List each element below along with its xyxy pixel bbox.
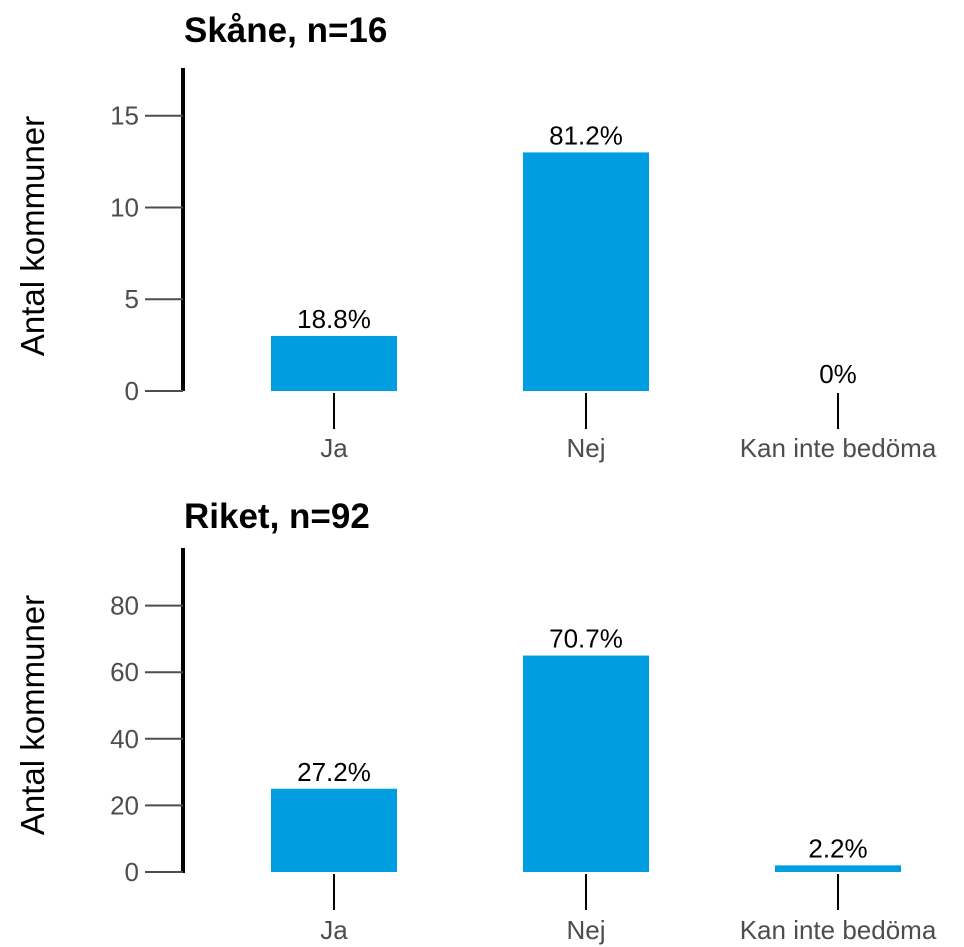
data-label: 2.2% <box>808 833 867 863</box>
y-tick-label: 20 <box>110 790 139 820</box>
bar-skane-0 <box>271 335 397 391</box>
x-tick-label: Kan inte bedöma <box>740 915 937 945</box>
data-label: 27.2% <box>297 757 371 787</box>
chart-title-riket: Riket, n=92 <box>184 497 370 536</box>
bar-skane-1 <box>523 152 649 391</box>
plot-area-skane: 0 5 10 15 18.8% Ja 81.2% Nej 0% Kan inte bedöma <box>110 101 937 463</box>
y-tick-label: 80 <box>110 591 139 621</box>
x-tick-label: Nej <box>566 433 605 463</box>
plot-area-riket: 0 20 40 60 80 27.2% Ja 70.7% Nej 2.2% Kan inte bed… <box>110 591 937 945</box>
data-label: 81.2% <box>549 120 623 150</box>
data-label: 18.8% <box>297 304 371 334</box>
x-tick-label: Ja <box>320 433 348 463</box>
bar-riket-0 <box>271 788 397 872</box>
y-tick-label: 15 <box>110 101 139 131</box>
x-tick-label: Nej <box>566 915 605 945</box>
y-tick-label: 0 <box>125 376 139 406</box>
y-tick-label: 40 <box>110 724 139 754</box>
data-label: 70.7% <box>549 624 623 654</box>
chart-skane: Skåne, n=16 Antal kommuner 0 5 10 15 18.8% Ja… <box>14 11 937 463</box>
x-tick-label: Kan inte bedöma <box>740 433 937 463</box>
y-axis-title-riket: Antal kommuner <box>14 595 51 835</box>
y-tick-label: 60 <box>110 657 139 687</box>
y-tick-label: 5 <box>125 284 139 314</box>
y-tick-label: 10 <box>110 192 139 222</box>
x-tick-label: Ja <box>320 915 348 945</box>
data-label: 0% <box>819 359 857 389</box>
y-axis-title-skane: Antal kommuner <box>14 116 51 356</box>
bar-riket-1 <box>523 655 649 872</box>
bar-riket-2 <box>775 865 901 872</box>
y-tick-label: 0 <box>125 857 139 887</box>
chart-riket: Riket, n=92 Antal kommuner 0 20 40 60 80 27.2… <box>14 497 937 945</box>
chart-title-skane: Skåne, n=16 <box>184 11 387 50</box>
